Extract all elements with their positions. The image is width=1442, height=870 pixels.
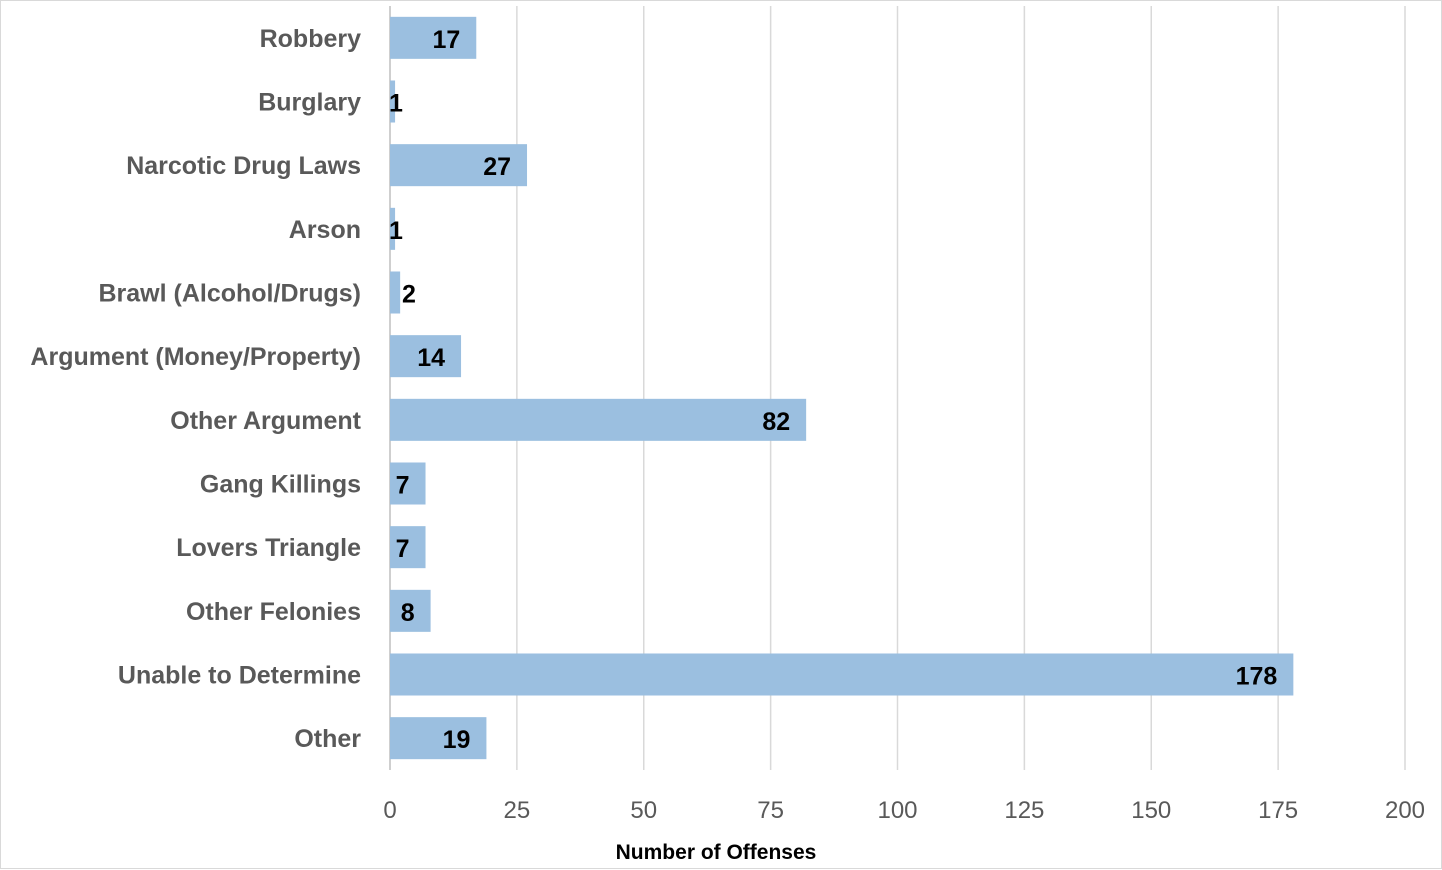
data-label: 27 [483, 153, 511, 181]
data-label: 8 [401, 599, 415, 627]
category-labels: Robbery Burglary Narcotic Drug Laws Arson Br… [30, 25, 361, 753]
data-label: 1 [389, 90, 403, 118]
category-label: Other [294, 725, 361, 753]
x-tick-labels: 0 25 50 75 100 125 150 175 200 [383, 797, 1425, 824]
bars [390, 16, 1294, 760]
bar [390, 717, 487, 760]
bar [390, 16, 477, 59]
bar [390, 335, 462, 378]
data-label: 1 [389, 217, 403, 245]
x-tick-label: 175 [1258, 797, 1298, 824]
data-label: 178 [1236, 663, 1278, 691]
data-label: 17 [432, 26, 460, 54]
gridlines [389, 6, 1406, 770]
data-label: 7 [396, 535, 410, 563]
category-label: Other Felonies [186, 598, 361, 626]
data-label: 7 [396, 472, 410, 500]
category-label: Lovers Triangle [176, 534, 361, 562]
x-tick-label: 50 [630, 797, 657, 824]
category-label: Brawl (Alcohol/Drugs) [98, 280, 361, 308]
bar [390, 207, 396, 250]
x-tick-label: 75 [757, 797, 784, 824]
category-label: Arson [289, 216, 361, 244]
data-label: 82 [762, 408, 790, 436]
bar [390, 80, 396, 123]
bar [390, 398, 807, 441]
category-label: Other Argument [170, 407, 361, 435]
bar [390, 526, 426, 569]
bar [390, 144, 528, 187]
x-tick-label: 0 [383, 797, 396, 824]
x-tick-label: 25 [504, 797, 531, 824]
category-label: Gang Killings [200, 471, 361, 499]
category-label: Burglary [258, 89, 361, 117]
category-label: Robbery [260, 25, 362, 53]
data-label: 14 [417, 344, 445, 372]
category-label: Argument (Money/Property) [30, 343, 361, 371]
bar [390, 589, 431, 632]
category-label: Unable to Determine [118, 662, 361, 690]
data-label: 2 [402, 281, 416, 309]
x-tick-label: 125 [1004, 797, 1044, 824]
category-label: Narcotic Drug Laws [126, 152, 361, 180]
bar [390, 462, 426, 505]
x-tick-label: 100 [877, 797, 917, 824]
x-tick-label: 200 [1385, 797, 1425, 824]
bar [390, 271, 401, 314]
data-labels: 17 1 27 1 2 14 82 7 7 8 178 19 [389, 26, 1277, 754]
bar [390, 653, 1294, 696]
x-tick-label: 150 [1131, 797, 1171, 824]
data-label: 19 [443, 726, 471, 754]
x-axis-title: Number of Offenses [616, 841, 817, 864]
